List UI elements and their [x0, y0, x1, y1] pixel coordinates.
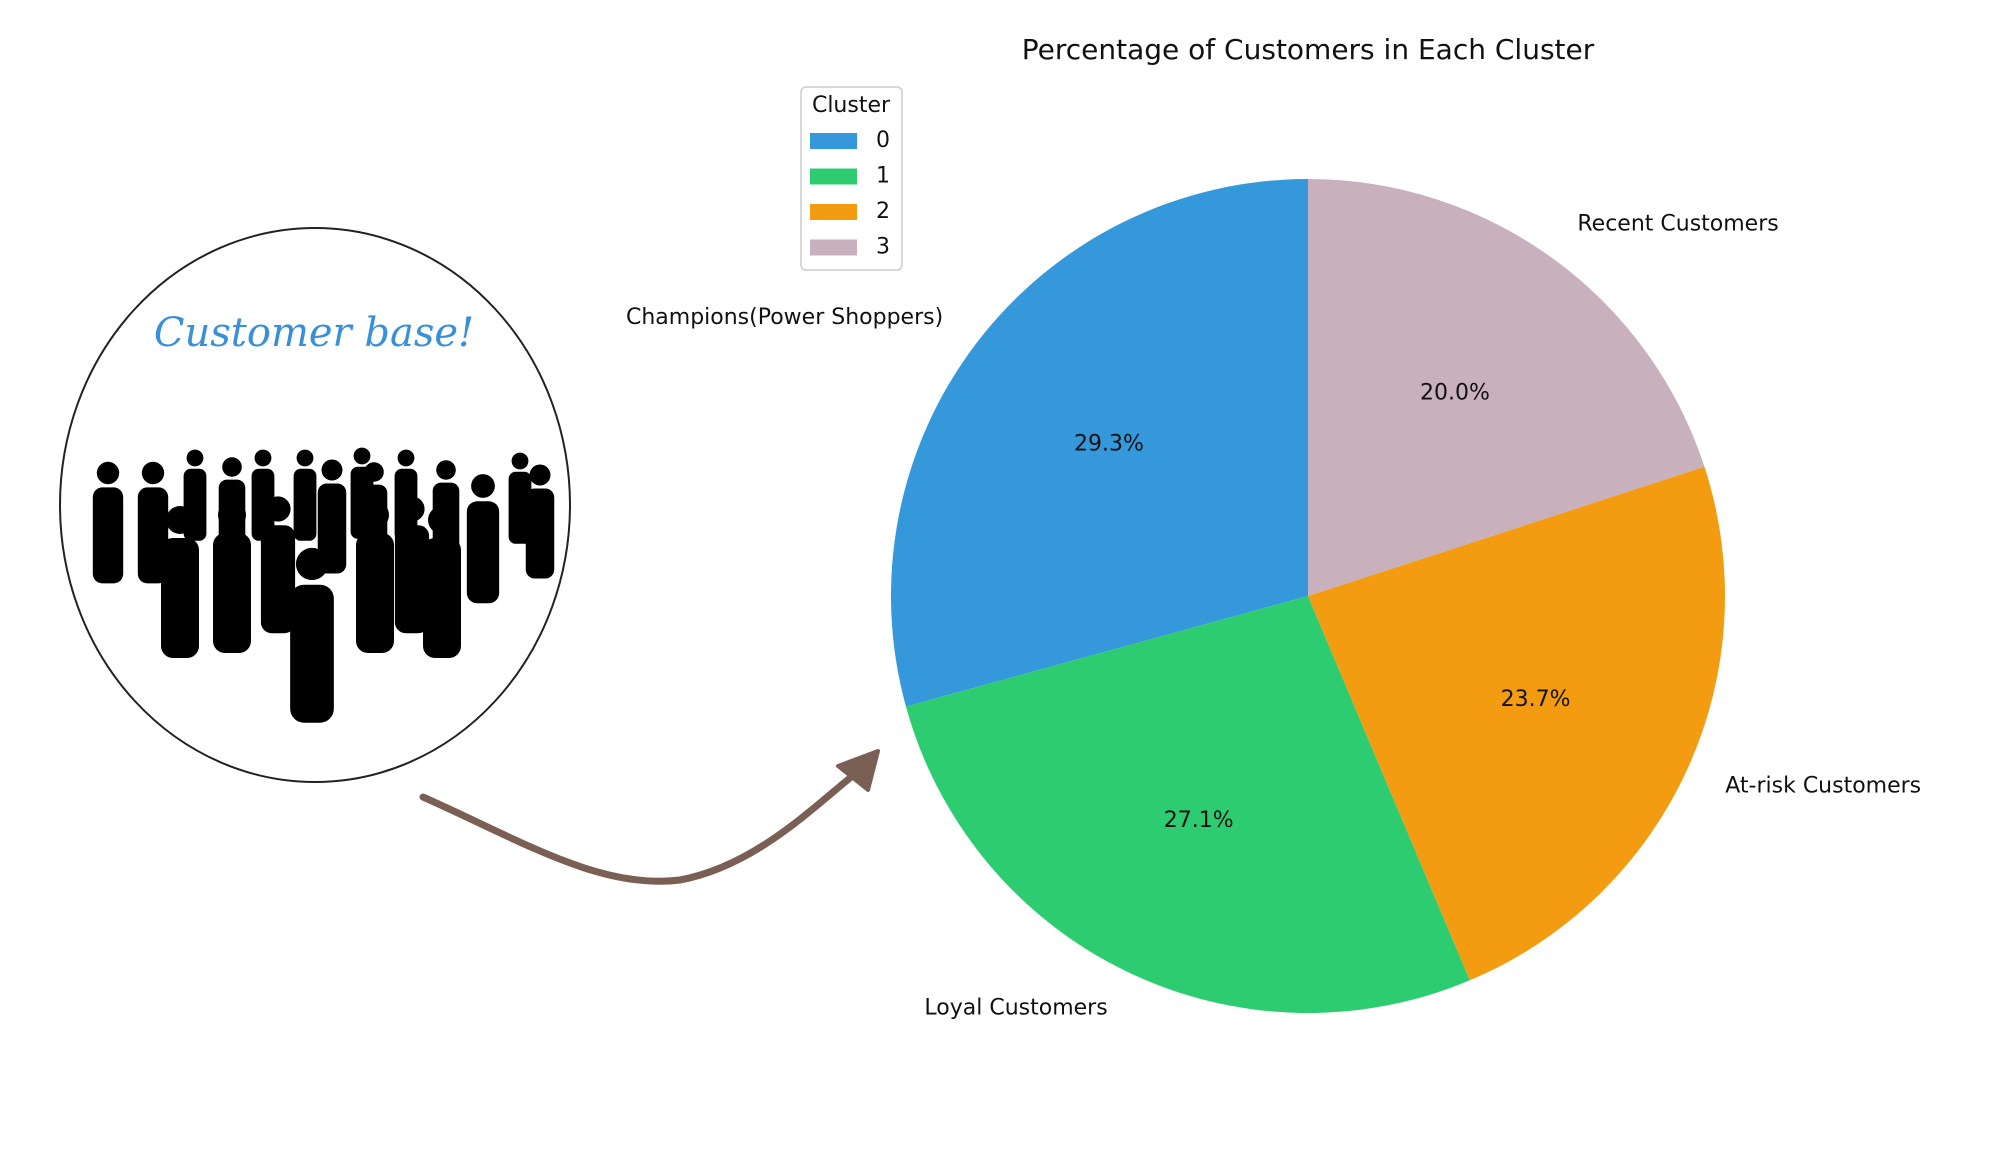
person-head [222, 457, 242, 477]
person-body [260, 525, 296, 634]
pie-slice [1308, 179, 1705, 596]
arrow [419, 762, 869, 885]
person-head [321, 459, 343, 481]
pie-slice [905, 596, 1470, 1013]
person-body [290, 584, 334, 723]
slice-label: Champions(Power Shoppers) [626, 305, 943, 330]
person-body [525, 488, 555, 579]
person-head [511, 452, 529, 470]
person-body [161, 538, 199, 658]
person-head [141, 461, 165, 485]
legend-label: 3 [876, 235, 890, 260]
person-body [466, 501, 500, 604]
legend-title: Cluster [812, 93, 891, 118]
person-head [361, 501, 389, 529]
legend: Cluster 0 1 2 3 [800, 86, 903, 271]
arrow-head [836, 749, 880, 792]
person-head [254, 449, 272, 467]
person-body [251, 468, 275, 541]
slice-label: Recent Customers [1577, 212, 1778, 237]
person-body [213, 533, 251, 653]
person-body [394, 525, 430, 634]
legend-label: 1 [876, 164, 890, 189]
person-body [356, 533, 394, 653]
value-label: 20.0% [1420, 380, 1490, 405]
person-head [296, 449, 314, 467]
person-head [186, 449, 204, 467]
person-body [423, 538, 461, 658]
value-label: 27.1% [1164, 808, 1234, 833]
person-head [436, 460, 456, 480]
person-head [428, 506, 456, 534]
chart-title: Percentage of Customers in Each Cluster [1022, 33, 1595, 66]
legend-swatch [810, 239, 857, 256]
pie: Champions(Power Shoppers) 29.3% Loyal Cust… [626, 179, 1921, 1021]
person-body [293, 468, 317, 541]
legend-swatch [810, 168, 857, 185]
person-head [265, 496, 291, 522]
person-head [295, 547, 329, 581]
person-head [364, 462, 384, 482]
person-body [508, 471, 532, 544]
person-head [399, 496, 425, 522]
person-head [471, 474, 495, 498]
person-body [92, 487, 124, 584]
person-head [397, 449, 415, 467]
pie-slice [1308, 466, 1725, 981]
person-body [317, 483, 347, 574]
legend-label: 2 [876, 199, 890, 224]
person-body [137, 487, 169, 584]
pie-slice [891, 179, 1308, 707]
person-head [96, 461, 120, 485]
slice-label: Loyal Customers [924, 996, 1107, 1021]
value-label: 29.3% [1074, 431, 1144, 456]
person-head [166, 506, 194, 534]
person-head [353, 447, 371, 465]
person-head [218, 501, 246, 529]
slice-label: At-risk Customers [1725, 774, 1921, 799]
crowd-icon [92, 447, 555, 723]
value-label: 23.7% [1501, 687, 1571, 712]
legend-label: 0 [876, 128, 890, 153]
legend-swatch [810, 204, 857, 220]
person-head [529, 464, 551, 486]
legend-swatch [810, 133, 857, 149]
caption: Customer base! [154, 310, 474, 356]
